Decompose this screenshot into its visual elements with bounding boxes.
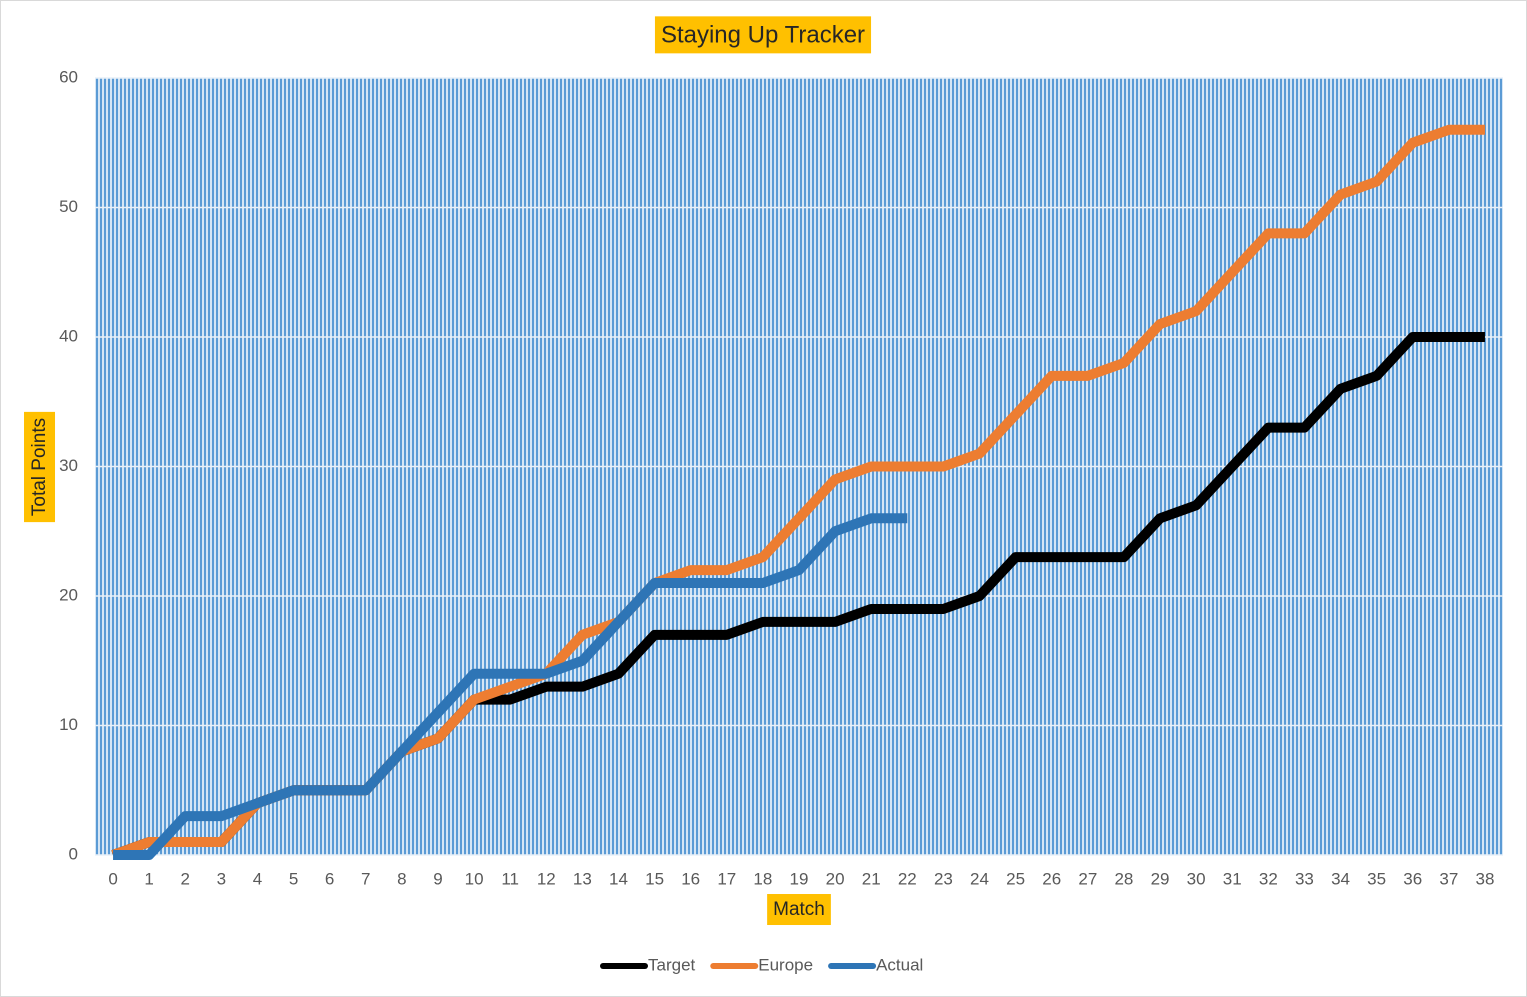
x-tick-label: 25 (1006, 869, 1025, 888)
x-tick-label: 29 (1151, 869, 1170, 888)
x-tick-label: 7 (361, 869, 370, 888)
x-tick-label: 22 (898, 869, 917, 888)
x-tick-label: 3 (217, 869, 226, 888)
x-tick-label: 30 (1187, 869, 1206, 888)
series-line (113, 513, 908, 860)
x-tick-label: 10 (465, 869, 484, 888)
x-tick-label: 27 (1078, 869, 1097, 888)
y-tick-label: 50 (59, 197, 78, 216)
legend-label: Actual (876, 955, 923, 974)
x-tick-label: 5 (289, 869, 298, 888)
legend-label: Target (648, 955, 696, 974)
chart-title: Staying Up Tracker (661, 21, 865, 48)
x-tick-label: 0 (108, 869, 117, 888)
x-tick-label: 34 (1331, 869, 1350, 888)
y-tick-label: 60 (59, 67, 78, 86)
x-tick-label: 18 (753, 869, 772, 888)
x-tick-label: 28 (1114, 869, 1133, 888)
x-tick-label: 15 (645, 869, 664, 888)
x-tick-label: 9 (433, 869, 442, 888)
y-tick-label: 10 (59, 715, 78, 734)
x-tick-label: 13 (573, 869, 592, 888)
legend-label: Europe (758, 955, 813, 974)
x-tick-label: 17 (717, 869, 736, 888)
x-tick-label: 20 (826, 869, 845, 888)
x-axis-title: Match (773, 899, 825, 920)
title-box (654, 16, 872, 54)
x-tick-label: 12 (537, 869, 556, 888)
x-tick-label: 14 (609, 869, 628, 888)
x-tick-label: 16 (681, 869, 700, 888)
x-tick-label: 38 (1475, 869, 1494, 888)
x-tick-label: 21 (862, 869, 881, 888)
y-axis-title: Total Points (29, 418, 50, 516)
x-tick-label: 37 (1439, 869, 1458, 888)
x-tick-label: 24 (970, 869, 989, 888)
x-tick-label: 11 (501, 869, 519, 888)
x-tick-label: 1 (144, 869, 153, 888)
x-tick-label: 36 (1403, 869, 1422, 888)
title-box (24, 411, 56, 523)
x-tick-label: 35 (1367, 869, 1386, 888)
y-tick-label: 40 (59, 326, 78, 345)
y-tick-label: 30 (59, 456, 78, 475)
x-tick-label: 19 (790, 869, 809, 888)
x-tick-label: 33 (1295, 869, 1314, 888)
x-tick-label: 8 (397, 869, 406, 888)
title-box (767, 894, 831, 926)
x-tick-label: 31 (1223, 869, 1242, 888)
x-tick-label: 2 (181, 869, 190, 888)
x-tick-label: 23 (934, 869, 953, 888)
y-tick-label: 20 (59, 585, 78, 604)
x-tick-label: 26 (1042, 869, 1061, 888)
x-tick-label: 6 (325, 869, 334, 888)
y-tick-label: 0 (69, 844, 78, 863)
x-tick-label: 32 (1259, 869, 1278, 888)
x-tick-label: 4 (253, 869, 262, 888)
